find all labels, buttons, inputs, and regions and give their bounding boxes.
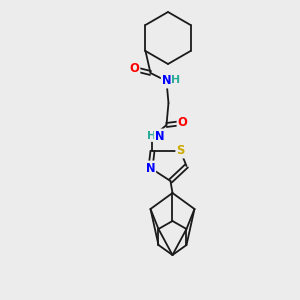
Text: N: N [155,130,164,142]
Text: O: O [178,116,188,130]
Text: H: H [147,131,156,141]
Text: H: H [172,75,181,85]
Text: N: N [146,161,155,175]
Text: O: O [130,62,140,76]
Text: N: N [162,74,171,88]
Text: S: S [176,145,185,158]
